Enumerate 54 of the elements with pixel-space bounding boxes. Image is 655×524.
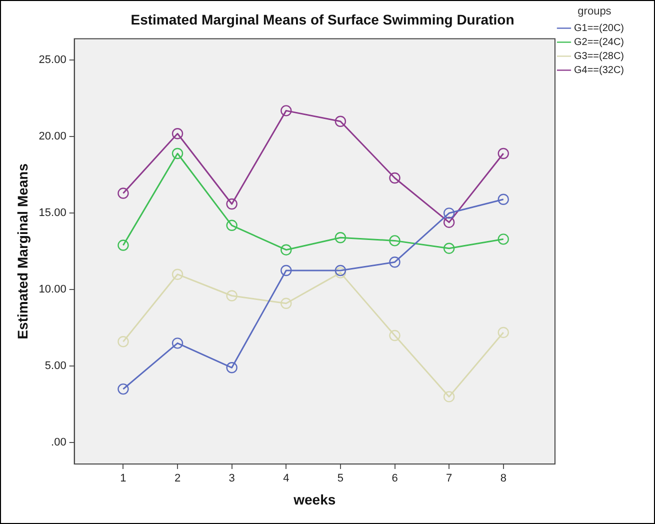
point [389, 330, 400, 342]
x-tick-label: 1 [120, 472, 126, 485]
y-tick-label: 15.00 [38, 207, 66, 220]
point [334, 264, 346, 276]
legend-label: G1==(20C) [574, 22, 624, 34]
y-tick-label: 20.00 [38, 130, 66, 143]
y-tick-label: .00 [51, 436, 66, 449]
y-tick-label: 10.00 [38, 284, 66, 296]
point [280, 298, 292, 310]
point [389, 172, 400, 184]
point [226, 290, 238, 302]
legend-label: G2==(24C) [574, 36, 624, 48]
point [443, 208, 455, 219]
x-axis-title: weeks [292, 491, 336, 508]
point [389, 256, 400, 268]
x-tick-label: 3 [228, 472, 235, 485]
point [118, 383, 129, 395]
point [389, 235, 400, 246]
point [443, 391, 455, 402]
point [280, 105, 292, 116]
legend-title: groups [578, 6, 612, 18]
point [443, 242, 455, 254]
x-tick-label: 4 [283, 472, 290, 485]
point [498, 234, 509, 245]
point [498, 326, 509, 338]
y-axis-title: Estimated Marginal Means [14, 163, 30, 340]
legend-label: G4==(32C) [574, 64, 624, 76]
point [498, 148, 509, 160]
point [334, 232, 346, 244]
x-tick-label: 8 [500, 472, 506, 485]
legend-label: G3==(28C) [574, 50, 624, 62]
point [226, 198, 238, 210]
x-tick-label: 2 [174, 472, 181, 485]
point [498, 194, 509, 205]
point [443, 216, 455, 228]
chart-title: Estimated Marginal Means of Surface Swimming Duration [130, 11, 514, 28]
x-tick-label: 5 [337, 472, 344, 485]
point [280, 244, 292, 256]
point [226, 220, 238, 231]
point [172, 148, 184, 160]
point [334, 267, 346, 278]
point [172, 128, 184, 140]
point [172, 268, 184, 280]
point [118, 336, 129, 348]
point [280, 264, 292, 276]
y-tick-label: 5.00 [44, 360, 66, 372]
x-tick-label: 7 [446, 472, 452, 485]
point [226, 362, 238, 374]
point [118, 188, 129, 199]
y-tick-label: 25.00 [38, 54, 66, 66]
point [118, 240, 129, 251]
point [334, 116, 346, 127]
x-tick-label: 6 [392, 472, 398, 485]
point [172, 338, 184, 349]
